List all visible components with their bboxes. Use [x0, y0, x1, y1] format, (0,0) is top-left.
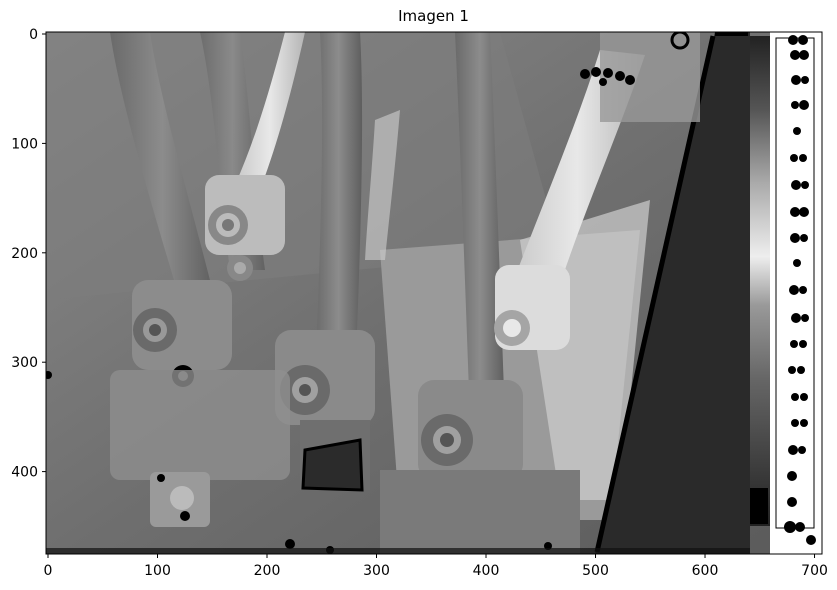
x-tick-label: 300 [363, 563, 390, 579]
x-tick-label: 100 [144, 563, 171, 579]
x-tick-label: 200 [254, 563, 281, 579]
x-tick-label: 600 [692, 563, 719, 579]
top-blobs [580, 67, 635, 86]
photo-content [46, 32, 822, 554]
x-tick-label: 400 [473, 563, 500, 579]
axes-frame [45, 31, 823, 555]
y-tick-label: 0 [29, 27, 38, 43]
y-tick-label: 300 [11, 355, 38, 371]
y-tick-label: 200 [11, 246, 38, 262]
legend-blobs [784, 35, 816, 545]
y-tick-label: 400 [11, 465, 38, 481]
x-tick-label: 500 [582, 563, 609, 579]
x-tick-label: 700 [801, 563, 828, 579]
x-tick-label: 0 [44, 563, 53, 579]
x-axis-ticks: 0 100 200 300 400 500 600 700 [44, 554, 828, 579]
y-tick-label: 100 [11, 136, 38, 152]
plot-title: Imagen 1 [398, 7, 469, 25]
y-axis-ticks: 0 100 200 300 400 [11, 27, 46, 481]
